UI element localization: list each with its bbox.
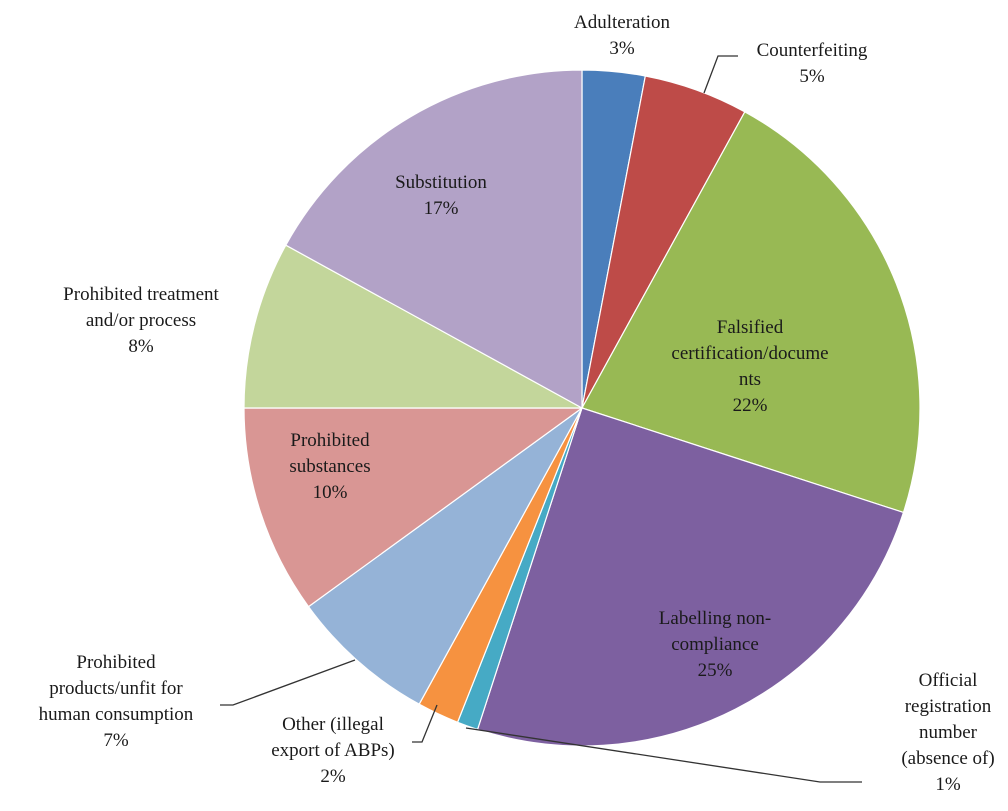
pie-slice-6 — [307, 407, 583, 706]
pie-slice-8 — [243, 244, 583, 409]
slice-label-5-line-0: Other (illegal — [282, 714, 384, 735]
pie-slice-9 — [284, 69, 583, 410]
slice-label-8-line-1: and/or process — [86, 310, 196, 331]
slice-label-3: Labelling non-compliance 25% — [659, 608, 771, 681]
slice-label-0: Adulteration 3% — [574, 12, 671, 59]
slice-label-1: Counterfeiting 5% — [757, 40, 868, 87]
slice-label-2-line-3: 22% — [733, 395, 768, 416]
slice-label-2-line-2: nts — [739, 369, 761, 390]
slice-label-2: Falsified certification/docume nts 22% — [671, 317, 828, 416]
pie-slice-2 — [581, 110, 921, 514]
slice-label-2-line-1: certification/docume — [671, 343, 828, 364]
slice-label-3-line-0: Labelling non- — [659, 608, 771, 629]
slice-label-1-line-0: Counterfeiting — [757, 40, 868, 61]
slice-label-5-line-1: export of ABPs) — [271, 740, 395, 761]
slice-label-7-line-1: substances — [289, 456, 370, 477]
slice-label-4-line-1: registration — [905, 696, 992, 717]
slice-label-9: Substitution 17% — [395, 172, 487, 219]
slice-label-7-line-2: 10% — [313, 482, 348, 503]
slice-label-1-line-1: 5% — [799, 66, 825, 87]
slice-label-4-line-2: number — [919, 722, 978, 743]
slice-label-6-line-3: 7% — [103, 730, 129, 751]
slice-labels: Adulteration 3% Counterfeiting 5% Falsified c… — [39, 12, 995, 795]
slice-label-5-line-2: 2% — [320, 766, 346, 787]
slice-label-9-line-0: Substitution — [395, 172, 487, 193]
slice-label-4: Official registration number (absence of) 1% — [901, 670, 994, 795]
slice-label-8-line-0: Prohibited treatment — [63, 284, 219, 305]
slice-label-6-line-2: human consumption — [39, 704, 194, 725]
slice-label-8: Prohibited treatment and/or process 8% — [63, 284, 219, 357]
leader-lines — [220, 55, 862, 783]
slice-label-5: Other (illegal export of ABPs) 2% — [271, 714, 395, 787]
slice-label-6-line-1: products/unfit for — [49, 678, 183, 699]
slice-label-3-line-2: 25% — [698, 660, 733, 681]
slice-label-8-line-2: 8% — [128, 336, 154, 357]
slice-label-4-line-4: 1% — [935, 774, 961, 795]
slice-label-7: Prohibited substances 10% — [289, 430, 370, 503]
slice-label-9-line-1: 17% — [424, 198, 459, 219]
slice-label-6-line-0: Prohibited — [76, 652, 156, 673]
leader-line-4 — [465, 727, 862, 783]
pie-slice-3 — [476, 407, 905, 747]
slice-label-0-line-1: 3% — [609, 38, 635, 59]
slice-label-6: Prohibited products/unfit for human consum… — [39, 652, 194, 751]
slice-label-0-line-0: Adulteration — [574, 12, 671, 33]
pie-slices — [243, 69, 921, 747]
leader-line-6 — [220, 659, 356, 706]
slice-label-4-line-0: Official — [919, 670, 978, 691]
leader-line-1 — [703, 55, 738, 94]
slice-label-7-line-0: Prohibited — [290, 430, 370, 451]
leader-line-5 — [412, 704, 438, 743]
pie-slice-7 — [243, 407, 584, 608]
slice-label-3-line-1: compliance — [671, 634, 759, 655]
slice-label-4-line-3: (absence of) — [901, 748, 994, 769]
slice-label-2-line-0: Falsified — [717, 317, 784, 338]
